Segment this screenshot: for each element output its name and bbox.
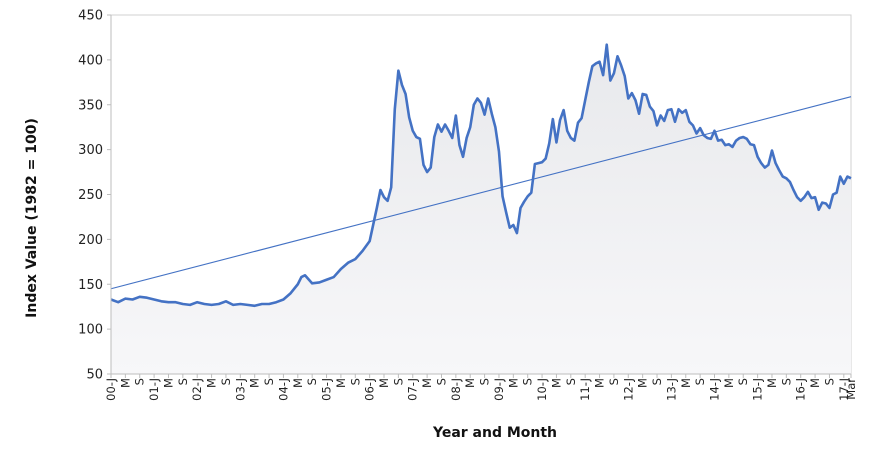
x-tick-label: M	[334, 378, 348, 388]
x-tick-label: S	[822, 378, 836, 385]
x-tick-label: M	[636, 378, 650, 388]
area-fill	[111, 44, 851, 375]
x-tick-label: M	[162, 378, 176, 388]
x-tick-label: 11-J	[578, 378, 592, 401]
trendline-layer	[110, 96, 852, 290]
y-tick-label: 450	[78, 9, 103, 24]
x-tick-label: M	[420, 378, 434, 388]
x-tick-label: 14-J	[708, 378, 722, 401]
x-tick-label: S	[521, 378, 535, 385]
x-tick-label: 10-J	[535, 378, 549, 401]
x-tick-label: M	[549, 378, 563, 388]
x-tick-label: 13-J	[664, 378, 678, 401]
x-tick-label: S	[391, 378, 405, 385]
y-tick-label: 50	[86, 368, 103, 383]
x-tick-label: S	[650, 378, 664, 385]
x-tick-label: M	[205, 378, 219, 388]
x-tick-label: M	[291, 378, 305, 388]
x-tick-label: S	[348, 378, 362, 385]
x-tick-label: S	[736, 378, 750, 385]
x-tick-label: 15-J	[751, 378, 765, 401]
x-tick-label: M	[765, 378, 779, 388]
x-tick-label: 09-J	[492, 378, 506, 401]
trendline	[110, 96, 852, 290]
y-tick-label: 350	[78, 98, 103, 113]
x-tick-label: 06-J	[363, 378, 377, 401]
x-tick-label: S	[176, 378, 190, 385]
x-tick-label: M	[506, 378, 520, 388]
x-tick-label: S	[478, 378, 492, 385]
x-tick-label: S	[133, 378, 147, 385]
x-tick-label: S	[607, 378, 621, 385]
x-tick-label: S	[693, 378, 707, 385]
x-tick-label: S	[219, 378, 233, 385]
x-tick-label: 04-J	[276, 378, 290, 401]
y-tick-label: 200	[78, 233, 103, 248]
x-tick-label: M	[593, 378, 607, 388]
x-tick-label: M	[722, 378, 736, 388]
x-tick-label: 03-J	[233, 378, 247, 401]
y-axis-title: Index Value (1982 = 100)	[24, 118, 40, 318]
series-line-layer	[110, 43, 852, 308]
x-tick-label: 16-J	[794, 378, 808, 401]
x-tick-label: 07-J	[406, 378, 420, 401]
x-tick-label: 00-J	[104, 378, 118, 401]
x-tick-label: 01-J	[147, 378, 161, 401]
x-tick-label: S	[305, 378, 319, 385]
x-tick-label: M	[808, 378, 822, 388]
x-axis-title: Year and Month	[432, 425, 557, 441]
x-tick-label: S	[564, 378, 578, 385]
y-tick-label: 150	[78, 278, 103, 293]
x-tick-label: 08-J	[449, 378, 463, 401]
y-tick-label: 250	[78, 188, 103, 203]
x-tick-label: M	[377, 378, 391, 388]
y-axis: 50 100 150 200 250 300 350 400 450	[78, 9, 112, 383]
x-tick-label: M	[679, 378, 693, 388]
x-tick-label: 12-J	[621, 378, 635, 401]
x-tick-label: S	[779, 378, 793, 385]
x-tick-label: M	[248, 378, 262, 388]
y-tick-label: 100	[78, 323, 103, 338]
area-fill-layer	[111, 44, 851, 375]
x-tick-label: S	[435, 378, 449, 385]
x-tick-label: M	[463, 378, 477, 388]
x-tick-label: S	[262, 378, 276, 385]
x-tick-label: M	[118, 378, 132, 388]
x-tick-label: 17-J	[837, 378, 851, 401]
x-tick-label: 05-J	[320, 378, 334, 401]
y-tick-label: 400	[78, 53, 103, 68]
x-tick-label: 02-J	[190, 378, 204, 401]
x-tick-label: Mar	[844, 378, 858, 400]
y-tick-label: 300	[78, 143, 103, 158]
x-axis: 00-J M S 01-J M S 02-J M S 03-J M S 04-J M S 05-J M S 06-J…	[104, 373, 858, 401]
series-line	[110, 43, 852, 308]
